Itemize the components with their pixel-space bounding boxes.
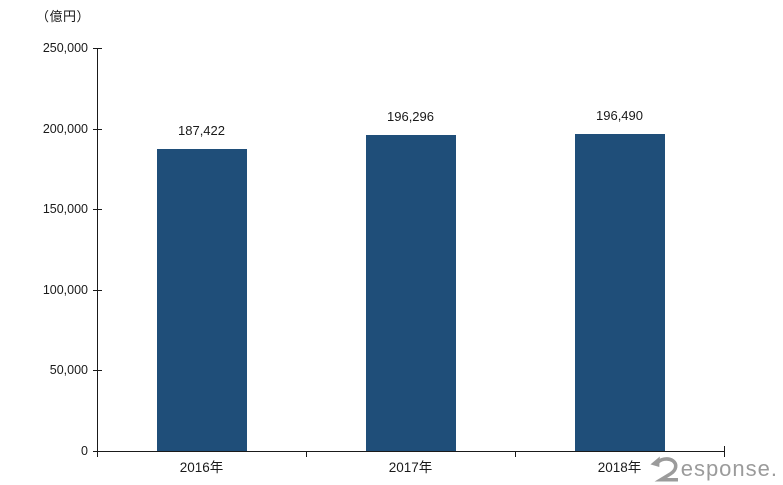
y-tick-label: 50,000 (49, 363, 88, 378)
x-axis-tick (97, 451, 98, 457)
y-tick-label: 100,000 (42, 282, 88, 297)
x-axis-tick (515, 451, 516, 457)
bar-value-label: 196,490 (596, 108, 643, 124)
response-watermark: esponse. (650, 455, 778, 482)
bar (156, 148, 247, 451)
x-axis-tick (306, 451, 307, 457)
y-axis-tick (93, 128, 102, 130)
response-logo-r-stroke (654, 457, 678, 482)
bar-value-label: 187,422 (178, 122, 225, 138)
x-category-label: 2016年 (179, 460, 224, 475)
response-logo-r-icon (650, 456, 678, 482)
y-tick-label: 250,000 (42, 41, 88, 55)
x-axis-tick (724, 446, 725, 457)
y-tick-label: 150,000 (42, 202, 88, 217)
response-logo-arrowhead (650, 456, 660, 467)
x-category-label: 2018年 (597, 460, 642, 475)
bar-value-label: 196,296 (387, 108, 434, 124)
y-axis-tick (93, 289, 102, 291)
y-axis-line (97, 48, 98, 451)
y-tick-label: 0 (81, 444, 88, 458)
y-tick-label: 200,000 (42, 121, 88, 136)
response-logo-text: esponse. (680, 455, 778, 481)
x-axis-line (97, 451, 725, 452)
y-axis-unit-label: （億円） (36, 9, 91, 24)
y-axis-tick (93, 370, 102, 372)
bar (574, 134, 665, 451)
y-axis-tick (93, 48, 102, 49)
bar (365, 134, 456, 451)
x-category-label: 2017年 (388, 460, 433, 475)
y-axis-tick (93, 209, 102, 211)
